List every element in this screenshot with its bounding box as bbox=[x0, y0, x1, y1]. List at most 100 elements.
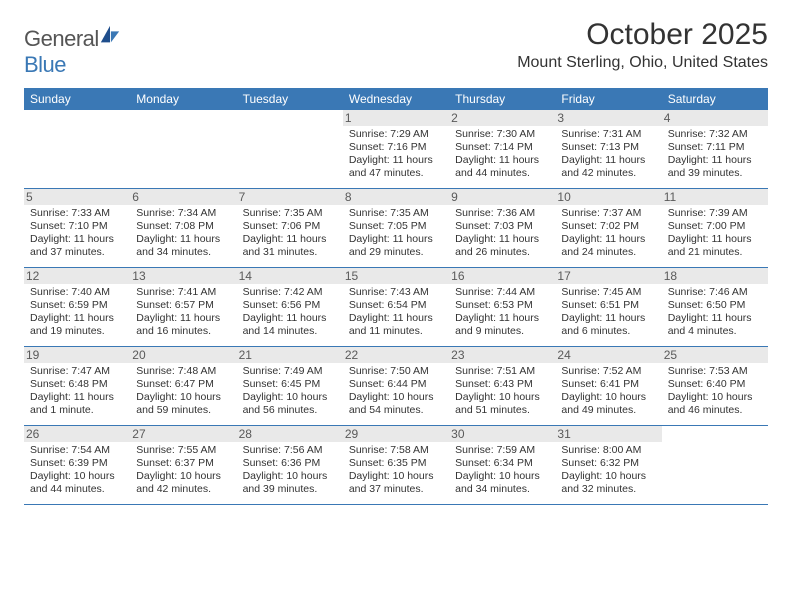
day-line: Sunset: 6:43 PM bbox=[455, 378, 549, 391]
day-cell: 31Sunrise: 8:00 AMSunset: 6:32 PMDayligh… bbox=[555, 426, 661, 504]
day-cell: 26Sunrise: 7:54 AMSunset: 6:39 PMDayligh… bbox=[24, 426, 130, 504]
day-number: 3 bbox=[555, 110, 661, 126]
day-details: Sunrise: 7:41 AMSunset: 6:57 PMDaylight:… bbox=[136, 286, 230, 339]
day-cell: 24Sunrise: 7:52 AMSunset: 6:41 PMDayligh… bbox=[555, 347, 661, 425]
day-cell: 17Sunrise: 7:45 AMSunset: 6:51 PMDayligh… bbox=[555, 268, 661, 346]
day-line: and 49 minutes. bbox=[561, 404, 655, 417]
day-number: 26 bbox=[24, 426, 130, 442]
day-line: Sunset: 6:34 PM bbox=[455, 457, 549, 470]
day-details: Sunrise: 7:40 AMSunset: 6:59 PMDaylight:… bbox=[30, 286, 124, 339]
day-line: and 1 minute. bbox=[30, 404, 124, 417]
day-line: Sunrise: 7:35 AM bbox=[349, 207, 443, 220]
day-line: Daylight: 11 hours bbox=[243, 233, 337, 246]
day-line: Daylight: 11 hours bbox=[349, 233, 443, 246]
day-line: Sunrise: 7:35 AM bbox=[243, 207, 337, 220]
day-cell: 5Sunrise: 7:33 AMSunset: 7:10 PMDaylight… bbox=[24, 189, 130, 267]
day-line: Daylight: 10 hours bbox=[136, 391, 230, 404]
day-line: and 11 minutes. bbox=[349, 325, 443, 338]
week-row: 19Sunrise: 7:47 AMSunset: 6:48 PMDayligh… bbox=[24, 347, 768, 426]
day-details: Sunrise: 7:35 AMSunset: 7:05 PMDaylight:… bbox=[349, 207, 443, 260]
day-line: and 16 minutes. bbox=[136, 325, 230, 338]
day-line: Sunrise: 7:43 AM bbox=[349, 286, 443, 299]
day-line: Sunrise: 7:34 AM bbox=[136, 207, 230, 220]
day-line: and 37 minutes. bbox=[30, 246, 124, 259]
page: General Blue October 2025 Mount Sterling… bbox=[0, 0, 792, 505]
day-number: 7 bbox=[237, 189, 343, 205]
day-line: and 26 minutes. bbox=[455, 246, 549, 259]
title-block: October 2025 Mount Sterling, Ohio, Unite… bbox=[517, 18, 768, 72]
day-number: 13 bbox=[130, 268, 236, 284]
day-number: 2 bbox=[449, 110, 555, 126]
week-row: 26Sunrise: 7:54 AMSunset: 6:39 PMDayligh… bbox=[24, 426, 768, 505]
day-line: Daylight: 11 hours bbox=[243, 312, 337, 325]
day-number: 29 bbox=[343, 426, 449, 442]
day-line: Sunset: 6:39 PM bbox=[30, 457, 124, 470]
day-details: Sunrise: 7:44 AMSunset: 6:53 PMDaylight:… bbox=[455, 286, 549, 339]
week-row: 1Sunrise: 7:29 AMSunset: 7:16 PMDaylight… bbox=[24, 110, 768, 189]
weeks-container: 1Sunrise: 7:29 AMSunset: 7:16 PMDaylight… bbox=[24, 110, 768, 505]
day-line: Sunrise: 7:53 AM bbox=[668, 365, 762, 378]
day-number: 20 bbox=[130, 347, 236, 363]
day-line: Sunrise: 7:31 AM bbox=[561, 128, 655, 141]
day-line: Sunset: 6:47 PM bbox=[136, 378, 230, 391]
day-number: 25 bbox=[662, 347, 768, 363]
day-line: and 51 minutes. bbox=[455, 404, 549, 417]
day-line: Sunrise: 7:36 AM bbox=[455, 207, 549, 220]
day-line: and 54 minutes. bbox=[349, 404, 443, 417]
day-line: and 47 minutes. bbox=[349, 167, 443, 180]
day-line: Sunset: 6:54 PM bbox=[349, 299, 443, 312]
day-line: and 29 minutes. bbox=[349, 246, 443, 259]
day-number: 21 bbox=[237, 347, 343, 363]
location: Mount Sterling, Ohio, United States bbox=[517, 54, 768, 72]
day-number: 8 bbox=[343, 189, 449, 205]
logo-word2: Blue bbox=[24, 52, 66, 77]
day-details: Sunrise: 8:00 AMSunset: 6:32 PMDaylight:… bbox=[561, 444, 655, 497]
day-line: Sunrise: 7:52 AM bbox=[561, 365, 655, 378]
day-cell: 28Sunrise: 7:56 AMSunset: 6:36 PMDayligh… bbox=[237, 426, 343, 504]
day-details: Sunrise: 7:50 AMSunset: 6:44 PMDaylight:… bbox=[349, 365, 443, 418]
day-cell: 22 Sunrise: 7:50 AMSunset: 6:44 PMDayligh… bbox=[343, 347, 449, 425]
day-details: Sunrise: 7:52 AMSunset: 6:41 PMDaylight:… bbox=[561, 365, 655, 418]
day-details: Sunrise: 7:37 AMSunset: 7:02 PMDaylight:… bbox=[561, 207, 655, 260]
day-line: Daylight: 10 hours bbox=[349, 470, 443, 483]
day-line: Sunrise: 7:41 AM bbox=[136, 286, 230, 299]
day-cell: 3Sunrise: 7:31 AMSunset: 7:13 PMDaylight… bbox=[555, 110, 661, 188]
day-number: 15 bbox=[343, 268, 449, 284]
day-line: Sunset: 7:00 PM bbox=[668, 220, 762, 233]
day-line: Daylight: 11 hours bbox=[349, 312, 443, 325]
day-line: Daylight: 11 hours bbox=[136, 233, 230, 246]
day-line: and 44 minutes. bbox=[30, 483, 124, 496]
day-line: and 42 minutes. bbox=[561, 167, 655, 180]
day-line: Sunset: 6:53 PM bbox=[455, 299, 549, 312]
day-line: Daylight: 11 hours bbox=[349, 154, 443, 167]
day-details: Sunrise: 7:39 AMSunset: 7:00 PMDaylight:… bbox=[668, 207, 762, 260]
weekday-fri: Friday bbox=[555, 88, 661, 110]
day-line: Sunrise: 7:56 AM bbox=[243, 444, 337, 457]
day-cell: 29Sunrise: 7:58 AMSunset: 6:35 PMDayligh… bbox=[343, 426, 449, 504]
day-line: and 42 minutes. bbox=[136, 483, 230, 496]
header: General Blue October 2025 Mount Sterling… bbox=[24, 18, 768, 78]
day-line: and 56 minutes. bbox=[243, 404, 337, 417]
day-line: Sunset: 6:36 PM bbox=[243, 457, 337, 470]
day-line: and 6 minutes. bbox=[561, 325, 655, 338]
day-line: and 19 minutes. bbox=[30, 325, 124, 338]
day-line: Sunrise: 7:37 AM bbox=[561, 207, 655, 220]
day-line: Sunrise: 7:44 AM bbox=[455, 286, 549, 299]
weekday-sat: Saturday bbox=[662, 88, 768, 110]
day-details: Sunrise: 7:35 AMSunset: 7:06 PMDaylight:… bbox=[243, 207, 337, 260]
day-line: Daylight: 11 hours bbox=[561, 154, 655, 167]
day-line: Sunrise: 7:48 AM bbox=[136, 365, 230, 378]
day-line: Daylight: 11 hours bbox=[136, 312, 230, 325]
week-row: 12 Sunrise: 7:40 AMSunset: 6:59 PMDayligh… bbox=[24, 268, 768, 347]
day-line: Sunset: 6:41 PM bbox=[561, 378, 655, 391]
day-number: 22 bbox=[343, 347, 449, 363]
day-line: Sunset: 7:02 PM bbox=[561, 220, 655, 233]
day-line: Daylight: 11 hours bbox=[455, 312, 549, 325]
day-line: Daylight: 11 hours bbox=[561, 312, 655, 325]
day-line: Daylight: 10 hours bbox=[136, 470, 230, 483]
day-number: 12 bbox=[24, 268, 130, 284]
weekday-wed: Wednesday bbox=[343, 88, 449, 110]
day-details: Sunrise: 7:30 AMSunset: 7:14 PMDaylight:… bbox=[455, 128, 549, 181]
day-line: and 39 minutes. bbox=[668, 167, 762, 180]
day-line: Sunrise: 7:40 AM bbox=[30, 286, 124, 299]
